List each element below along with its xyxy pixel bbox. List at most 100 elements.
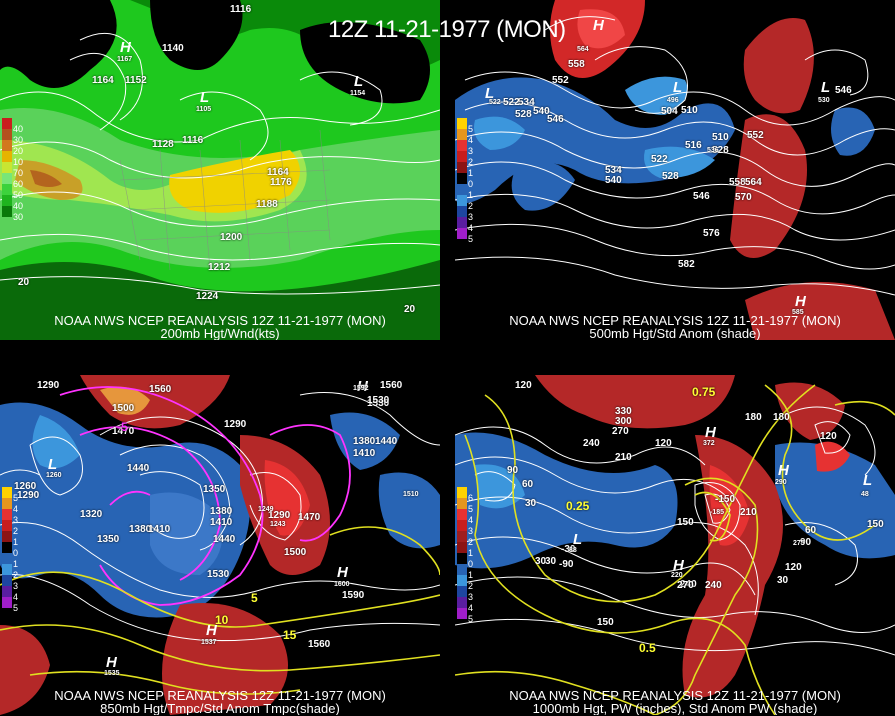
contour-label: 20 — [404, 304, 416, 315]
center-value: 1600 — [334, 581, 350, 588]
contour-label: 120 — [820, 431, 837, 442]
center-value: -185 — [710, 509, 725, 516]
anomaly-legend — [2, 487, 12, 608]
contour-label: 15 — [283, 628, 297, 642]
contour-label: 60 — [805, 525, 817, 536]
contour-label: 1164 — [267, 167, 289, 178]
contour-label: 210 — [615, 452, 632, 463]
contour-label: 522 — [503, 97, 520, 108]
contour-label: 1176 — [270, 177, 292, 188]
contour-label: 180 — [773, 412, 790, 423]
contour-label: 300 — [615, 416, 632, 427]
center-value: 220 — [671, 572, 683, 579]
contour-label: 330 — [615, 406, 632, 417]
wind-legend-labels: 40 30 20 10 70 60 50 40 30 — [13, 124, 24, 222]
contour-label: 1440 — [127, 463, 150, 474]
wind-legend — [2, 118, 12, 217]
contour-label: 540 — [605, 175, 622, 186]
contour-label: 1470 — [112, 426, 135, 437]
contour-label: 1290 — [37, 380, 60, 391]
center-value: 1510 — [403, 491, 419, 498]
contour-label: 552 — [747, 130, 764, 141]
center-value: 1105 — [196, 106, 212, 113]
contour-label: 534 — [605, 165, 622, 176]
high-center-label: H — [357, 378, 368, 395]
contour-label: 1290 — [17, 490, 40, 501]
contour-label: 90 — [800, 537, 812, 548]
contour-label: 210 — [740, 507, 757, 518]
contour-label: 1152 — [125, 75, 147, 86]
contour-label: 1500 — [284, 547, 307, 558]
wind-speed-map — [0, 0, 440, 340]
contour-label: 570 — [735, 192, 752, 203]
contour-label: 150 — [677, 517, 694, 528]
contour-label: 558 — [568, 59, 585, 70]
contour-label: 1560 — [308, 639, 331, 650]
contour-label: -30 — [561, 544, 576, 555]
contour-label: 528 — [712, 145, 729, 156]
contour-label: 240 — [583, 438, 600, 449]
contour-label: 558 — [729, 177, 746, 188]
contour-label: 1290 — [224, 419, 247, 430]
center-value: 522 — [489, 99, 501, 106]
contour-label: 504 — [661, 106, 678, 117]
low-center-label: L — [863, 472, 873, 489]
contour-label: 1410 — [353, 448, 376, 459]
panel-caption-field: 500mb Hgt/Std Anom (shade) — [589, 326, 761, 340]
center-value: 585 — [792, 309, 804, 316]
contour-label: 270 — [612, 426, 629, 437]
contour-label: -5 — [117, 420, 128, 434]
contour-label: 1212 — [208, 262, 231, 273]
contour-label: 0.5 — [639, 641, 656, 655]
low-center-label: L — [48, 456, 58, 473]
contour-label: 30 — [525, 498, 537, 509]
contour-label: 20 — [18, 277, 30, 288]
contour-label: 528 — [662, 171, 679, 182]
low-center-label: L — [354, 73, 364, 90]
contour-label: 60 — [522, 479, 534, 490]
panel-caption-source: NOAA NWS NCEP REANALYSIS 12Z 11-21-1977 … — [54, 688, 386, 703]
contour-label: 1350 — [203, 484, 226, 495]
center-value: 1243 — [270, 521, 286, 528]
panel-caption-source: NOAA NWS NCEP REANALYSIS 12Z 11-21-1977 … — [509, 313, 841, 328]
high-center-label: H — [206, 622, 217, 639]
low-center-label: L — [573, 531, 583, 548]
contour-label: 546 — [835, 85, 852, 96]
contour-label: 1530 — [367, 398, 390, 409]
contour-label: 1320 — [80, 509, 103, 520]
contour-label: 30 — [545, 556, 557, 567]
contour-label: 120 — [515, 380, 532, 391]
temp-anomaly-map — [0, 375, 440, 715]
contour-label: 510 — [681, 105, 698, 116]
contour-label: 522 — [651, 154, 668, 165]
center-value: 1537 — [201, 639, 217, 646]
contour-label: 30 — [535, 556, 547, 567]
contour-label: 180 — [745, 412, 762, 423]
contour-label: 1200 — [220, 232, 243, 243]
contour-label: -90 — [559, 559, 574, 570]
center-value: 372 — [703, 440, 715, 447]
contour-label: -150 — [715, 494, 736, 505]
contour-label: 10 — [215, 613, 229, 627]
contour-label: 150 — [597, 617, 614, 628]
main-title: 12Z 11-21-1977 (MON) — [328, 16, 566, 43]
high-center-label: H — [337, 564, 348, 581]
contour-label: 1560 — [380, 380, 403, 391]
center-value: 1167 — [117, 56, 133, 63]
contour-label: 564 — [745, 177, 762, 188]
panel-caption-field: 1000mb Hgt, PW (inches), Std Anom PW (sh… — [532, 701, 818, 715]
contour-label: 150 — [867, 519, 884, 530]
contour-label: 270 — [677, 580, 694, 591]
panel-caption-source: NOAA NWS NCEP REANALYSIS 12Z 11-21-1977 … — [509, 688, 841, 703]
high-center-label: H — [778, 462, 789, 479]
contour-label: 1410 — [210, 517, 233, 528]
contour-label: 552 — [552, 75, 569, 86]
center-value: 1154 — [350, 90, 366, 97]
high-center-label: H — [106, 654, 117, 671]
contour-label: 1560 — [149, 384, 172, 395]
contour-label: 516 — [685, 140, 702, 151]
high-center-label: H — [705, 424, 716, 441]
height-anomaly-map — [455, 0, 895, 340]
